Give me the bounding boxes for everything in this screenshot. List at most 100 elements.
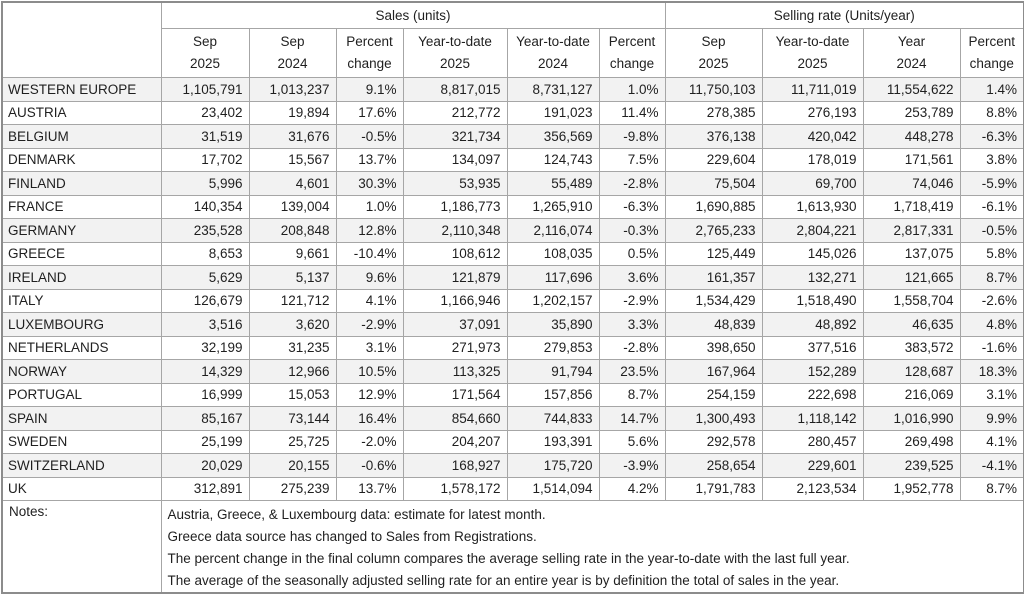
table-cell: 229,604 xyxy=(664,147,763,172)
column-header: Year-to-date 2025 xyxy=(402,28,508,78)
table-cell: 258,654 xyxy=(664,453,763,478)
table-cell: 1,016,990 xyxy=(862,406,961,431)
table-cell: 1.0% xyxy=(598,77,666,102)
table-cell: 253,789 xyxy=(862,100,961,125)
table-cell: 276,193 xyxy=(761,100,864,125)
table-cell: -0.5% xyxy=(335,124,404,149)
row-label: NETHERLANDS xyxy=(1,335,162,360)
table-cell: 145,026 xyxy=(761,241,864,266)
table-header: Sales (units) Selling rate (Units/year) … xyxy=(1,1,1024,78)
table-cell: -6.3% xyxy=(959,124,1024,149)
table-cell: 140,354 xyxy=(160,194,250,219)
table-cell: 208,848 xyxy=(248,218,337,243)
row-label: FINLAND xyxy=(1,171,162,196)
table-cell: 9,661 xyxy=(248,241,337,266)
row-label: AUSTRIA xyxy=(1,100,162,125)
row-label: GERMANY xyxy=(1,218,162,243)
notes-section: Notes: Austria, Greece, & Luxembourg dat… xyxy=(1,500,1024,594)
table-cell: 25,725 xyxy=(248,429,337,454)
table-cell: 15,567 xyxy=(248,147,337,172)
table-cell: 12.8% xyxy=(335,218,404,243)
table-cell: -2.8% xyxy=(598,335,666,360)
table-cell: 254,159 xyxy=(664,382,763,407)
table-cell: 3.1% xyxy=(335,335,404,360)
row-label: NORWAY xyxy=(1,359,162,384)
table-cell: -10.4% xyxy=(335,241,404,266)
note-line: Austria, Greece, & Luxembourg data: esti… xyxy=(167,507,546,522)
table-cell: 279,853 xyxy=(506,335,600,360)
table-cell: 11,711,019 xyxy=(761,77,864,102)
row-label: SWITZERLAND xyxy=(1,453,162,478)
table-cell: 23,402 xyxy=(160,100,250,125)
table-cell: 239,525 xyxy=(862,453,961,478)
table-cell: 171,561 xyxy=(862,147,961,172)
table-cell: 35,890 xyxy=(506,312,600,337)
table-cell: 3,516 xyxy=(160,312,250,337)
table-cell: 25,199 xyxy=(160,429,250,454)
table-cell: -6.1% xyxy=(959,194,1024,219)
table-cell: 91,794 xyxy=(506,359,600,384)
table-cell: 31,676 xyxy=(248,124,337,149)
table-cell: 8.7% xyxy=(598,382,666,407)
row-label: UK xyxy=(1,476,162,501)
table-row: NETHERLANDS 32,199 31,235 3.1% 271,973 279,85… xyxy=(1,335,1024,360)
table-cell: 204,207 xyxy=(402,429,508,454)
table-cell: 1,718,419 xyxy=(862,194,961,219)
table-cell: 17.6% xyxy=(335,100,404,125)
table-cell: 321,734 xyxy=(402,124,508,149)
table-cell: 2,817,331 xyxy=(862,218,961,243)
table-cell: 171,564 xyxy=(402,382,508,407)
table-cell: 4.1% xyxy=(959,429,1024,454)
table-cell: 275,239 xyxy=(248,476,337,501)
table-row: NORWAY 14,329 12,966 10.5% 113,325 91,794 23.5… xyxy=(1,359,1024,384)
table-cell: 1,202,157 xyxy=(506,288,600,313)
note-line: The percent change in the final column c… xyxy=(167,551,850,566)
notes-row: Notes: Austria, Greece, & Luxembourg dat… xyxy=(1,500,1024,594)
table-row: FRANCE 140,354 139,004 1.0% 1,186,773 1,265,9… xyxy=(1,194,1024,219)
table-cell: 1,558,704 xyxy=(862,288,961,313)
table-cell: 8.7% xyxy=(959,265,1024,290)
table-cell: 10.5% xyxy=(335,359,404,384)
row-label: IRELAND xyxy=(1,265,162,290)
table-cell: -0.5% xyxy=(959,218,1024,243)
notes-label: Notes: xyxy=(1,500,162,594)
table-cell: 1,791,783 xyxy=(664,476,763,501)
table-cell: 292,578 xyxy=(664,429,763,454)
table-cell: 0.5% xyxy=(598,241,666,266)
table-cell: 48,892 xyxy=(761,312,864,337)
table-cell: 1.4% xyxy=(959,77,1024,102)
table-cell: 16,999 xyxy=(160,382,250,407)
table-cell: 23.5% xyxy=(598,359,666,384)
table-cell: 744,833 xyxy=(506,406,600,431)
table-cell: 167,964 xyxy=(664,359,763,384)
table-cell: -1.6% xyxy=(959,335,1024,360)
table-cell: 134,097 xyxy=(402,147,508,172)
table-row: FINLAND 5,996 4,601 30.3% 53,935 55,489 -2.8% 7… xyxy=(1,171,1024,196)
table-cell: 74,046 xyxy=(862,171,961,196)
table-cell: 53,935 xyxy=(402,171,508,196)
table-cell: 17,702 xyxy=(160,147,250,172)
column-header: Percent change xyxy=(959,28,1024,78)
table-cell: 1,166,946 xyxy=(402,288,508,313)
table-cell: 12,966 xyxy=(248,359,337,384)
table-row: GERMANY 235,528 208,848 12.8% 2,110,348 2,116… xyxy=(1,218,1024,243)
table-cell: 5.8% xyxy=(959,241,1024,266)
table-cell: 157,856 xyxy=(506,382,600,407)
column-header: Year-to-date 2024 xyxy=(506,28,600,78)
table-cell: 280,457 xyxy=(761,429,864,454)
table-row: GREECE 8,653 9,661 -10.4% 108,612 108,035 0.5%… xyxy=(1,241,1024,266)
table-cell: 269,498 xyxy=(862,429,961,454)
table-cell: 1,013,237 xyxy=(248,77,337,102)
column-header: Percent change xyxy=(335,28,404,78)
table-cell: 132,271 xyxy=(761,265,864,290)
table-cell: 178,019 xyxy=(761,147,864,172)
table-cell: 222,698 xyxy=(761,382,864,407)
table-cell: -4.1% xyxy=(959,453,1024,478)
table-cell: 31,235 xyxy=(248,335,337,360)
table-row: SWITZERLAND 20,029 20,155 -0.6% 168,927 175,7… xyxy=(1,453,1024,478)
table-cell: -3.9% xyxy=(598,453,666,478)
table-cell: 4.2% xyxy=(598,476,666,501)
table-cell: 312,891 xyxy=(160,476,250,501)
